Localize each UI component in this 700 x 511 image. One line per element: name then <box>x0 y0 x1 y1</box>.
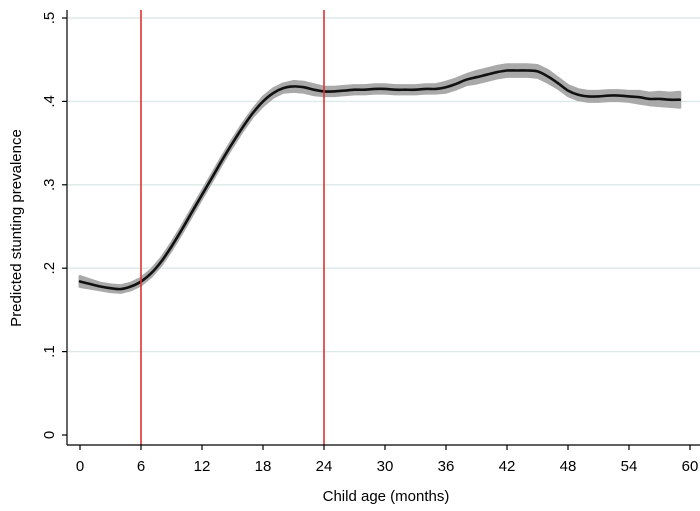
y-tick-label-1: .1 <box>41 345 58 358</box>
y-tick-label-3: .3 <box>41 179 58 192</box>
reference-lines <box>140 10 325 445</box>
y-axis-title: Predicted stunting prevalence <box>8 129 25 327</box>
x-tick-label-1: 6 <box>137 458 145 475</box>
y-tick-label-2: .2 <box>41 262 58 275</box>
ci-band <box>78 63 682 294</box>
series-line-path <box>78 69 682 291</box>
x-tick-label-4: 24 <box>316 458 333 475</box>
x-tick-label-3: 18 <box>255 458 272 475</box>
y-tick-label-4: .4 <box>41 95 58 108</box>
y-tick-label-0: 0 <box>41 431 58 439</box>
x-axis-title: Child age (months) <box>323 488 450 505</box>
x-tick-label-2: 12 <box>194 458 211 475</box>
confidence-band <box>78 63 682 294</box>
x-tick-label-5: 30 <box>377 458 394 475</box>
tick-labels: 0 .1 .2 .3 .4 .5 0 6 12 18 24 30 36 42 48 54 60 <box>41 12 698 475</box>
series-line <box>78 69 682 291</box>
x-tick-label-0: 0 <box>76 458 84 475</box>
x-tick-label-7: 42 <box>499 458 516 475</box>
x-tick-label-6: 36 <box>438 458 455 475</box>
x-tick-label-9: 54 <box>621 458 638 475</box>
x-tick-label-8: 48 <box>560 458 577 475</box>
y-tick-label-5: .5 <box>41 12 58 25</box>
gridlines <box>68 17 700 353</box>
x-tick-label-10: 60 <box>682 458 699 475</box>
axes <box>62 10 700 450</box>
